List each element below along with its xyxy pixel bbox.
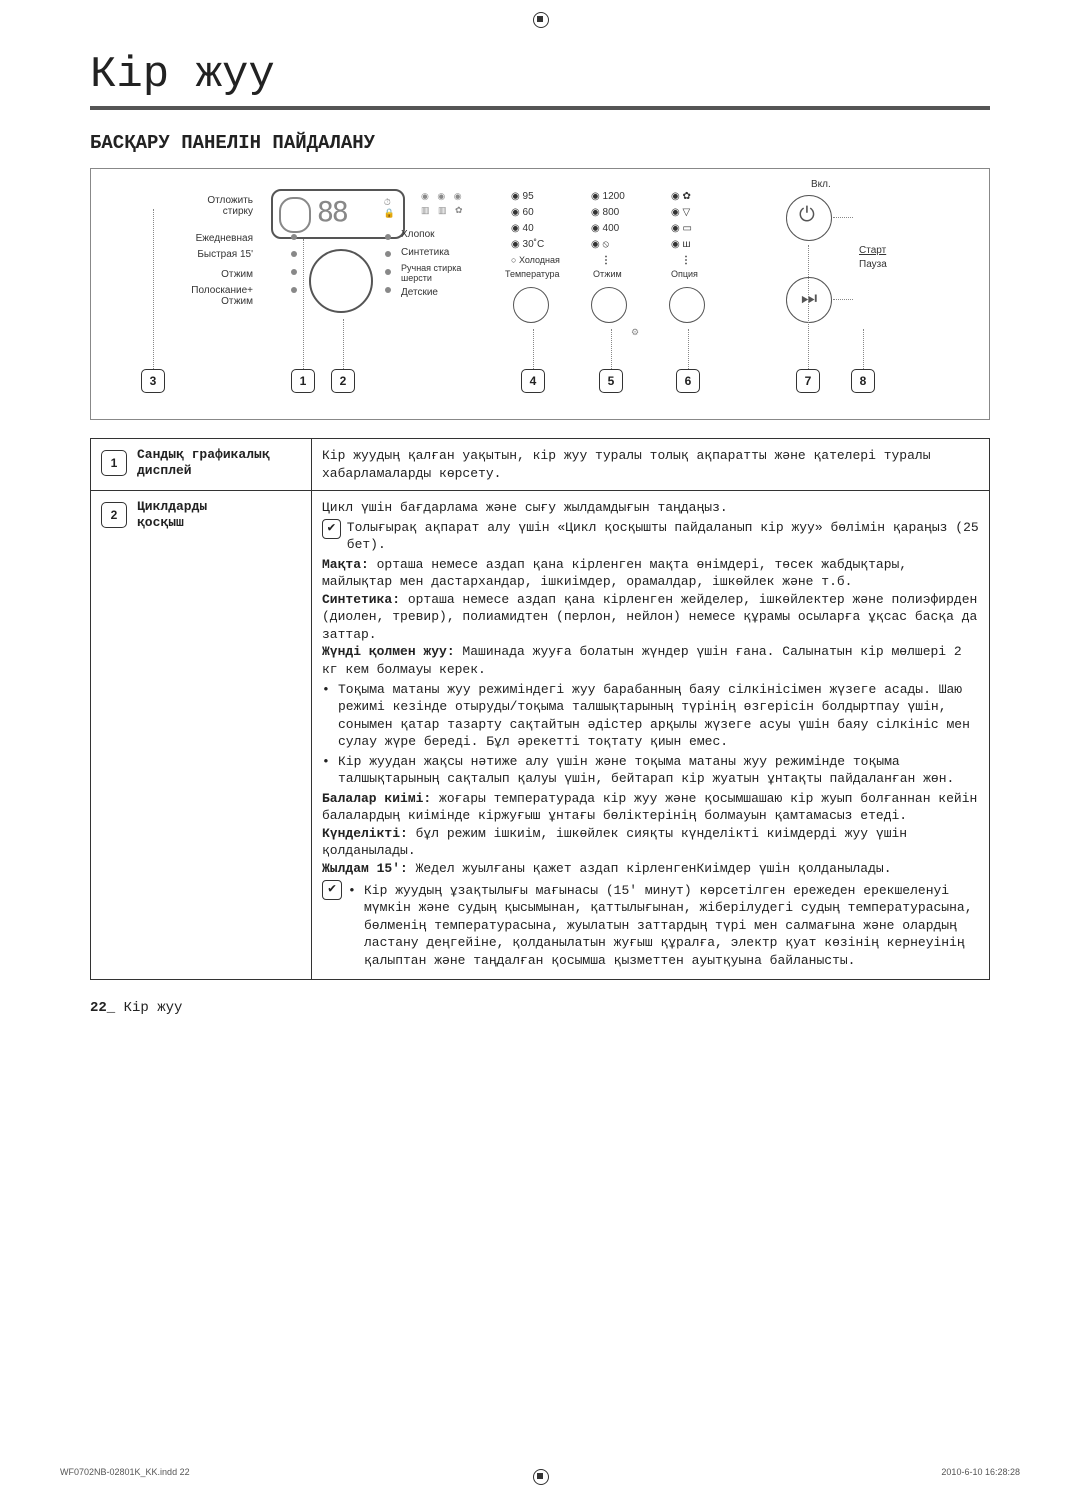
wool-label: Жүнді қолмен жуу: xyxy=(322,644,455,659)
quick-label: Жылдам 15': xyxy=(322,861,408,876)
row2-label: Циклдарды қосқыш xyxy=(137,499,207,530)
cotton-text: орташа немесе аздап қана кірленген мақта… xyxy=(322,557,907,590)
row1-text: Кір жуудың қалған уақытын, кір жуу турал… xyxy=(312,439,990,491)
daily-text: бұл режим ішкиім, ішкөйлек сияқты күндел… xyxy=(322,826,907,859)
table-row: 1 Сандық графикалық дисплей Кір жуудың қ… xyxy=(91,439,990,491)
power-button[interactable]: ⏻ xyxy=(786,195,832,241)
description-table: 1 Сандық графикалық дисплей Кір жуудың қ… xyxy=(90,438,990,980)
callout-4: 4 xyxy=(521,369,545,393)
label-start: Старт xyxy=(859,245,886,256)
bullet-item: • Кір жуудың ұзақтылығы мағынасы (15' ми… xyxy=(348,882,979,970)
label-spin: Отжим xyxy=(183,269,253,280)
callout-3: 3 xyxy=(141,369,165,393)
label-cotton: Хлопок xyxy=(401,229,435,240)
bullet-item: • Кір жуудан жақсы нәтиже алу үшін және … xyxy=(322,753,979,788)
control-panel-diagram: Отложить стирку Ежедневная Быстрая 15' О… xyxy=(90,168,990,420)
start-pause-button[interactable]: ⏭ xyxy=(786,277,832,323)
daily-label-text: Күнделікті: xyxy=(322,826,408,841)
title-rule xyxy=(90,106,990,110)
spin-button[interactable] xyxy=(591,287,627,323)
synth-label: Синтетика: xyxy=(322,592,400,607)
label-on: Вкл. xyxy=(811,179,831,190)
callout-5: 5 xyxy=(599,369,623,393)
display-88: 88 xyxy=(317,195,347,228)
label-kids: Детские xyxy=(401,287,438,298)
check-icon: ✔ xyxy=(322,519,341,539)
label-delay: Отложить стирку xyxy=(183,195,253,217)
page-footer: 22_ Кір жуу xyxy=(90,1000,990,1016)
row2-intro: Цикл үшін бағдарлама және сығу жылдамдығ… xyxy=(322,499,979,517)
label-daily: Ежедневная xyxy=(183,233,253,244)
synth-text: орташа немесе аздап қана кірленген жейде… xyxy=(322,592,977,642)
row2-num: 2 xyxy=(101,502,127,528)
row1-num: 1 xyxy=(101,450,127,476)
label-synth: Синтетика xyxy=(401,247,449,258)
label-pause: Пауза xyxy=(859,259,887,270)
callout-7: 7 xyxy=(796,369,820,393)
label-temperature: Температура xyxy=(505,269,560,279)
callout-1: 1 xyxy=(291,369,315,393)
quick-text: Жедел жуылғаны қажет аздап кірленгенКиім… xyxy=(408,861,892,876)
label-option: Опция xyxy=(671,269,698,279)
option-button[interactable] xyxy=(669,287,705,323)
cotton-label: Мақта: xyxy=(322,557,369,572)
label-spin-col: Отжим xyxy=(593,269,622,279)
temperature-button[interactable] xyxy=(513,287,549,323)
document-footer: WF0702NB-02801K_KK.indd 22 2010-6-10 16:… xyxy=(60,1467,1020,1477)
row1-label: Сандық графикалық дисплей xyxy=(137,447,270,478)
cycle-knob[interactable] xyxy=(309,249,373,313)
kids-label: Балалар киімі: xyxy=(322,791,431,806)
table-row: 2 Циклдарды қосқыш Цикл үшін бағдарлама … xyxy=(91,491,990,980)
section-subtitle: БАСҚАРУ ПАНЕЛІН ПАЙДАЛАНУ xyxy=(90,132,990,154)
check-icon: ✔ xyxy=(322,880,342,900)
label-quick15: Быстрая 15' xyxy=(183,249,253,260)
callout-2: 2 xyxy=(331,369,355,393)
bullet-item: • Тоқыма матаны жуу режиміндегі жуу бара… xyxy=(322,681,979,751)
callout-8: 8 xyxy=(851,369,875,393)
label-handwash: Ручная стирка шерсти xyxy=(401,263,461,283)
page-title: Кір жуу xyxy=(90,50,990,100)
row2-check-text: Толығырақ ақпарат алу үшін «Цикл қосқышт… xyxy=(347,519,979,554)
label-rinse-spin: Полоскание+ Отжим xyxy=(183,285,253,307)
callout-6: 6 xyxy=(676,369,700,393)
